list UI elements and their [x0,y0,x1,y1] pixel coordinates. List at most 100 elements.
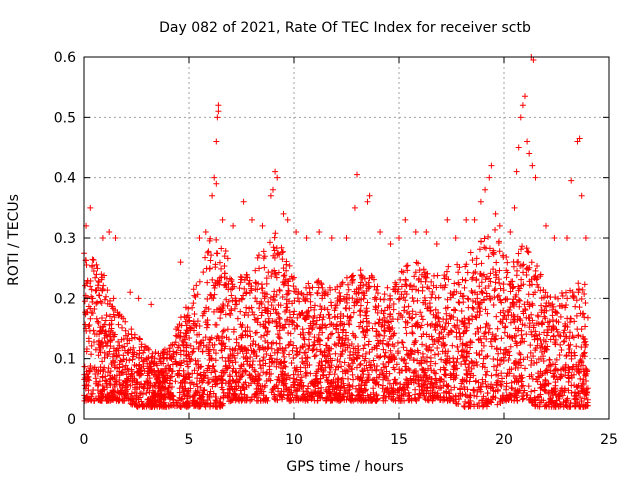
scatter-point [302,349,309,356]
scatter-point [101,296,108,303]
scatter-point [500,281,507,288]
scatter-point [125,330,132,337]
scatter-point [317,311,324,318]
scatter-point [140,385,147,392]
scatter-point [112,235,119,241]
scatter-point [443,360,450,367]
scatter-point [268,273,275,280]
scatter-point [246,305,253,312]
scatter-point [557,341,564,348]
scatter-point [513,394,520,401]
scatter-point [446,329,453,336]
scatter-point [306,392,313,399]
scatter-point [186,335,193,342]
scatter-point [505,357,512,364]
scatter-point [532,347,539,354]
scatter-point [462,357,469,364]
scatter-point [280,273,287,280]
scatter-point [452,324,459,331]
scatter-point [480,393,487,400]
scatter-point [432,306,439,313]
scatter-point [256,265,263,272]
scatter-point [519,374,526,381]
scatter-point [317,394,324,401]
scatter-point [570,292,577,299]
scatter-point [482,276,489,283]
scatter-point [479,289,486,296]
scatter-point [173,361,180,368]
scatter-point [513,340,520,347]
scatter-point [266,239,273,246]
scatter-point [157,379,164,386]
scatter-point [421,269,428,276]
scatter-point [403,282,410,289]
scatter-point [477,198,484,205]
scatter-point [278,377,285,384]
scatter-point [504,259,511,266]
scatter-point [279,371,286,378]
scatter-point [116,342,123,349]
scatter-point [344,344,351,351]
scatter-point [427,354,434,361]
scatter-point [244,332,251,339]
scatter-point [398,356,405,363]
scatter-point [576,135,583,142]
scatter-point [552,341,559,348]
scatter-point [573,343,580,350]
scatter-point [293,366,300,373]
scatter-point [207,388,214,395]
scatter-point [89,390,96,397]
scatter-point [265,319,272,326]
scatter-point [204,380,211,387]
scatter-point [470,270,477,277]
scatter-point [361,382,368,389]
scatter-point [425,397,432,404]
scatter-point [218,347,225,354]
scatter-point [175,370,182,377]
scatter-point [386,304,393,311]
scatter-point [92,287,99,294]
scatter-point [338,379,345,386]
scatter-point [198,394,205,401]
scatter-point [380,337,387,344]
scatter-point [255,280,262,287]
scatter-point [576,359,583,366]
scatter-point [451,322,458,329]
scatter-point [526,320,533,327]
scatter-point [572,389,579,396]
scatter-point [399,339,406,346]
scatter-point [120,389,127,396]
scatter-point [427,393,434,400]
scatter-point [490,302,497,309]
scatter-point [213,138,220,145]
scatter-point [311,302,318,309]
scatter-point [88,286,95,293]
scatter-point [108,325,115,332]
scatter-point [454,355,461,362]
scatter-point [478,397,485,404]
scatter-point [310,320,317,327]
scatter-point [131,361,138,368]
scatter-point [267,352,274,359]
scatter-point [252,286,259,293]
scatter-point [356,361,363,368]
scatter-point [450,355,457,362]
scatter-point [328,235,335,241]
scatter-point [343,296,350,303]
scatter-point [513,332,520,339]
scatter-point [229,285,236,292]
scatter-point [463,216,470,223]
scatter-point [296,298,303,305]
scatter-point [173,349,180,356]
scatter-point [506,281,513,288]
scatter-point [312,352,319,359]
scatter-point [416,394,423,401]
scatter-point [417,324,424,331]
scatter-point [121,366,128,373]
scatter-point [522,93,528,100]
scatter-point [222,358,229,365]
scatter-point [252,329,259,336]
scatter-point [539,321,546,328]
scatter-point [245,281,252,288]
scatter-point [534,312,541,319]
